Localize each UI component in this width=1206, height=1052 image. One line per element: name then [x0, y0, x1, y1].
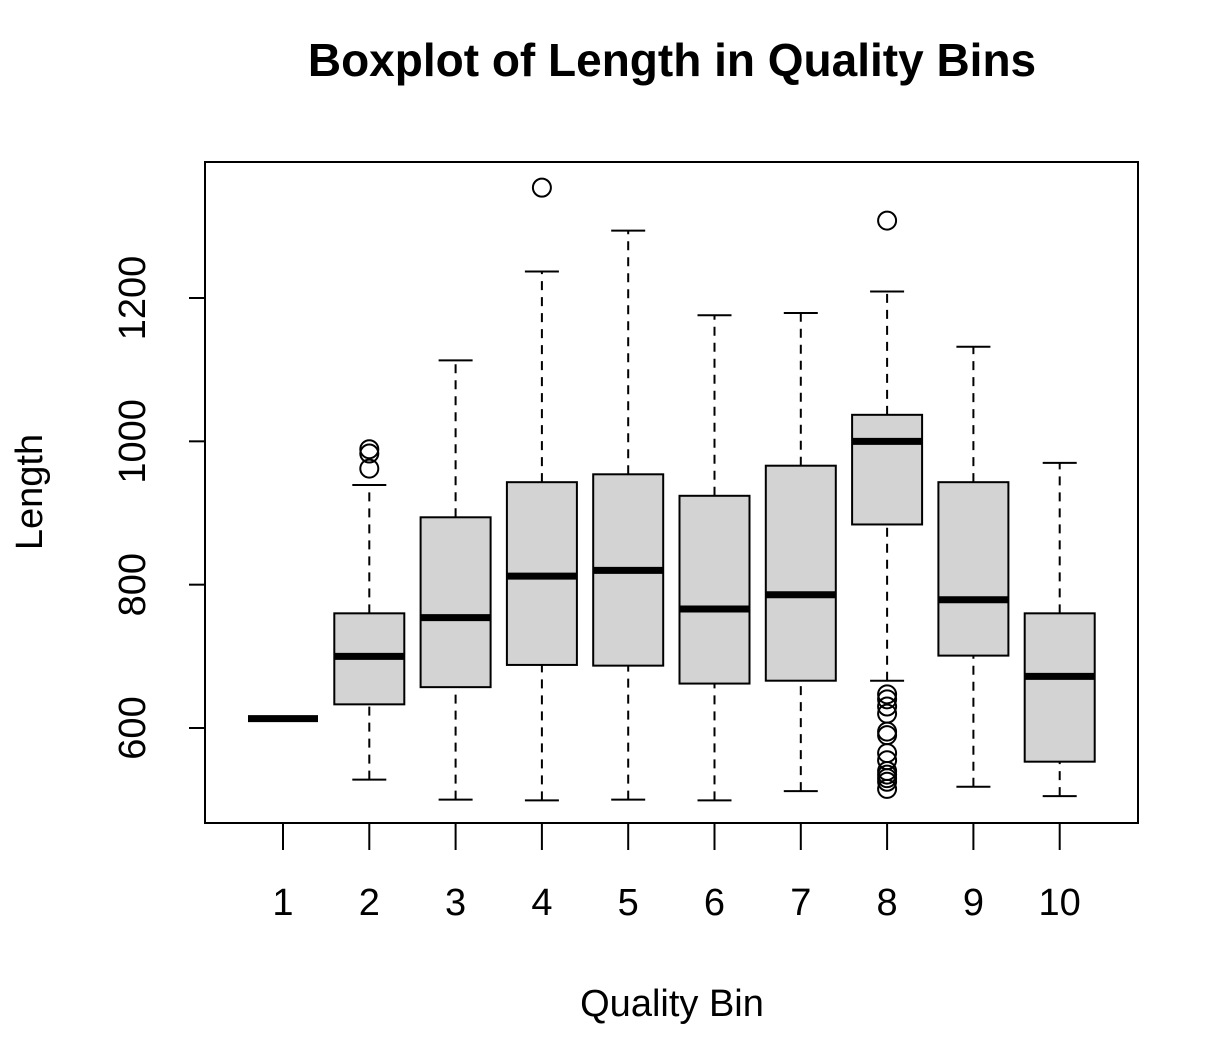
- iqr-box: [678, 494, 751, 685]
- box-group-2: [333, 439, 406, 781]
- iqr-box: [851, 413, 924, 526]
- x-tick-label: 3: [445, 882, 466, 924]
- x-tick-label: 1: [272, 882, 293, 924]
- x-tick-label: 9: [963, 882, 984, 924]
- x-tick-label: 6: [704, 882, 725, 924]
- iqr-box: [937, 481, 1010, 657]
- box-group-8: [851, 210, 924, 799]
- iqr-box: [1023, 612, 1096, 763]
- iqr-box: [419, 516, 492, 689]
- outlier-point: [359, 439, 380, 460]
- outlier-point: [877, 684, 898, 705]
- boxes-layer: [248, 177, 1096, 802]
- outlier-point: [877, 778, 898, 799]
- box-group-7: [764, 312, 837, 793]
- x-axis: 1 2 3 4 5 6 7 8 9 10: [272, 823, 1081, 924]
- x-tick-label: 2: [359, 882, 380, 924]
- chart-title: Boxplot of Length in Quality Bins: [308, 34, 1036, 86]
- y-axis-label: Length: [9, 434, 51, 550]
- x-tick-label: 5: [618, 882, 639, 924]
- x-tick-label: 10: [1039, 882, 1081, 924]
- x-tick-label: 4: [531, 882, 552, 924]
- box-group-6: [678, 314, 751, 802]
- box-group-4: [505, 177, 578, 802]
- box-group-9: [937, 345, 1010, 788]
- y-tick-label: 1000: [112, 399, 154, 484]
- outlier-point: [877, 771, 898, 792]
- x-axis-label: Quality Bin: [580, 983, 764, 1025]
- iqr-box: [764, 464, 837, 682]
- plot-frame: [204, 161, 1139, 824]
- outlier-point: [359, 458, 380, 479]
- y-tick-label: 600: [112, 696, 154, 759]
- box-group-10: [1023, 461, 1096, 798]
- outlier-point: [877, 689, 898, 710]
- outlier-point: [531, 177, 552, 198]
- y-tick-label: 1200: [112, 256, 154, 341]
- y-axis: 600 800 1000 1200: [112, 256, 205, 760]
- y-tick-label: 800: [112, 553, 154, 616]
- x-tick-label: 8: [877, 882, 898, 924]
- box-group-5: [592, 229, 665, 801]
- outlier-point: [877, 210, 898, 231]
- box-group-3: [419, 359, 492, 801]
- x-tick-label: 7: [790, 882, 811, 924]
- outlier-point: [877, 696, 898, 717]
